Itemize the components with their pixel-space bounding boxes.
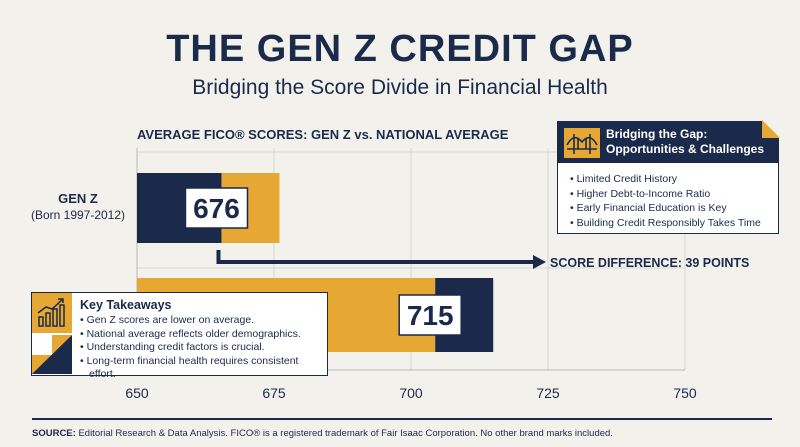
- x-tick-label: 700: [399, 385, 423, 401]
- source-text: Editorial Research & Data Analysis. FICO…: [78, 428, 613, 439]
- list-item: Understanding credit factors is crucial.: [80, 341, 326, 355]
- data-label: 715: [407, 300, 454, 331]
- key-takeaways-list: Gen Z scores are lower on average. Natio…: [80, 314, 326, 382]
- list-item: Gen Z scores are lower on average.: [80, 314, 326, 328]
- source-label: SOURCE:: [32, 428, 76, 439]
- difference-arrow-head: [533, 255, 546, 269]
- list-item: National average reflects older demograp…: [80, 328, 326, 342]
- growth-chart-icon: [32, 293, 72, 374]
- key-takeaways-title: Key Takeaways: [80, 298, 172, 312]
- genz-category-label: GEN Z (Born 1997-2012): [20, 191, 136, 222]
- list-item: Early Financial Education is Key: [570, 201, 761, 216]
- list-item: Limited Credit History: [570, 172, 761, 187]
- bridging-gap-title: Bridging the Gap: Opportunities & Challe…: [606, 127, 765, 156]
- page-title: THE GEN Z CREDIT GAP: [166, 28, 634, 70]
- list-item: Long-term financial health requires cons…: [80, 355, 326, 382]
- footer-divider: [32, 418, 772, 420]
- page-subtitle: Bridging the Score Divide in Financial H…: [192, 76, 608, 99]
- bridging-gap-header: Bridging the Gap: Opportunities & Challe…: [558, 122, 778, 163]
- corner-fold-decoration: [762, 120, 780, 138]
- bridging-gap-list: Limited Credit History Higher Debt-to-In…: [570, 172, 761, 230]
- x-tick-label: 725: [536, 385, 560, 401]
- score-difference-label: SCORE DIFFERENCE: 39 POINTS: [550, 256, 750, 270]
- genz-label: GEN Z: [58, 191, 98, 206]
- genz-born-label: (Born 1997-2012): [30, 208, 126, 222]
- list-item: Higher Debt-to-Income Ratio: [570, 187, 761, 202]
- data-label-box: [398, 294, 462, 336]
- x-tick-label: 650: [125, 385, 149, 401]
- data-label: 676: [193, 193, 240, 224]
- x-tick-label: 750: [673, 385, 697, 401]
- x-tick-label: 675: [262, 385, 286, 401]
- chart-title: AVERAGE FICO® SCORES: GEN Z vs. NATIONAL…: [137, 127, 509, 142]
- key-takeaways-box: Key Takeaways Gen Z scores are lower on …: [31, 292, 328, 380]
- difference-arrow-line: [216, 250, 535, 264]
- bridge-icon: [564, 128, 600, 163]
- bridging-gap-box: Bridging the Gap: Opportunities & Challe…: [557, 120, 780, 234]
- source-footer: SOURCE: Editorial Research & Data Analys…: [32, 428, 613, 439]
- list-item: Building Credit Responsibly Takes Time: [570, 216, 761, 231]
- data-label-box: [184, 187, 249, 229]
